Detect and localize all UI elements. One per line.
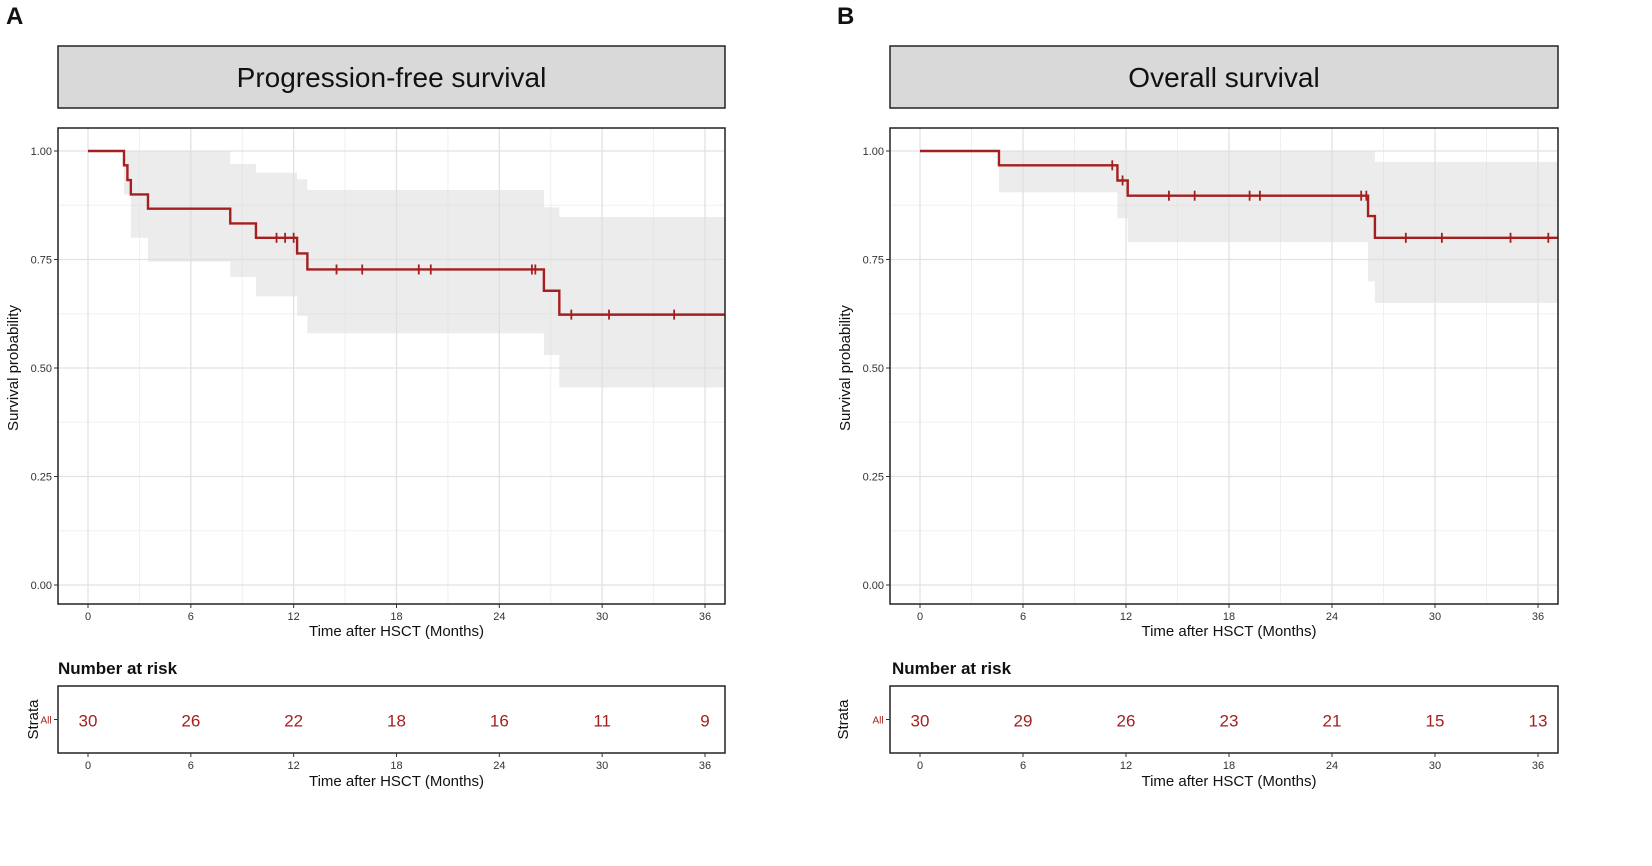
risk-value: 15 [1426,712,1445,731]
risk-x-tick-label: 24 [493,760,505,772]
y-tick-label: 1.00 [863,146,884,158]
risk-value: 11 [593,712,611,731]
risk-x-axis-title: Time after HSCT (Months) [1141,773,1316,790]
x-tick-label: 18 [1223,611,1235,623]
y-axis-title: Survival probability [837,305,854,431]
plot-border [889,127,1559,605]
plot-area [890,128,1558,604]
x-tick-label: 0 [917,611,923,623]
y-axis-title: Survival probability [5,305,22,431]
risk-x-tick-label: 0 [85,760,91,772]
plot-area [58,128,725,604]
risk-x-axis-title: Time after HSCT (Months) [309,773,484,790]
x-tick-label: 36 [1532,611,1544,623]
survival-curve-all [920,149,1558,239]
x-tick-label: 24 [493,611,505,623]
risk-x-tick-label: 6 [188,760,194,772]
risk-table-box [57,685,726,754]
survival-curve-all [88,149,725,316]
risk-value: 30 [79,712,98,731]
chart-title: Overall survival [1128,62,1319,93]
x-tick-label: 36 [699,611,711,623]
y-tick-label: 0.50 [863,363,884,375]
y-tick-label: 0.00 [863,580,884,592]
risk-x-tick-label: 0 [917,760,923,772]
x-tick-label: 24 [1326,611,1338,623]
title-strip [57,45,726,109]
risk-value: 26 [181,712,200,731]
x-tick-label: 12 [1120,611,1132,623]
strata-label: All [872,716,883,727]
risk-value: 13 [1529,712,1548,731]
panel-b: B Overall survival 0.00 0.25 0.50 0.75 1.00 0 6 1… [835,3,1559,790]
y-tick-label: 1.00 [31,146,52,158]
risk-x-tick-label: 24 [1326,760,1338,772]
risk-value: 22 [284,712,303,731]
risk-x-tick-label: 18 [390,760,402,772]
risk-x-tick-label: 18 [1223,760,1235,772]
x-tick-label: 18 [390,611,402,623]
risk-x-tick-label: 36 [699,760,711,772]
risk-value: 30 [911,712,930,731]
y-tick-label: 0.25 [31,472,52,484]
plot-border [57,127,726,605]
y-tick-label: 0.00 [31,580,52,592]
risk-x-tick-label: 12 [288,760,300,772]
risk-value: 18 [387,712,406,731]
risk-value: 9 [700,712,709,731]
x-tick-label: 30 [1429,611,1441,623]
x-tick-label: 6 [1020,611,1026,623]
risk-x-tick-label: 36 [1532,760,1544,772]
x-tick-label: 0 [85,611,91,623]
strata-title: Strata [835,699,852,740]
strata-label: All [40,716,51,727]
x-tick-label: 6 [188,611,194,623]
risk-x-tick-label: 30 [1429,760,1441,772]
risk-value: 16 [490,712,509,731]
chart-title: Progression-free survival [237,62,547,93]
y-tick-label: 0.75 [31,255,52,267]
y-tick-label: 0.50 [31,363,52,375]
risk-value: 21 [1323,712,1342,731]
risk-table-heading: Number at risk [892,659,1012,678]
title-strip [889,45,1559,109]
x-axis-title: Time after HSCT (Months) [1141,623,1316,640]
risk-value: 29 [1014,712,1033,731]
y-tick-label: 0.75 [863,255,884,267]
x-tick-label: 12 [288,611,300,623]
confidence-band [920,151,1558,303]
risk-x-tick-label: 12 [1120,760,1132,772]
x-axis-title: Time after HSCT (Months) [309,623,484,640]
risk-table-heading: Number at risk [58,659,178,678]
risk-value: 23 [1220,712,1239,731]
strata-title: Strata [25,699,42,740]
risk-x-tick-label: 30 [596,760,608,772]
panel-letter: A [6,3,23,30]
y-tick-label: 0.25 [863,472,884,484]
x-tick-label: 30 [596,611,608,623]
panel-a: A Progression-free survival 0.00 0.25 0.50 0.… [5,3,726,790]
risk-x-tick-label: 6 [1020,760,1026,772]
panel-letter: B [837,3,854,30]
risk-value: 26 [1117,712,1136,731]
